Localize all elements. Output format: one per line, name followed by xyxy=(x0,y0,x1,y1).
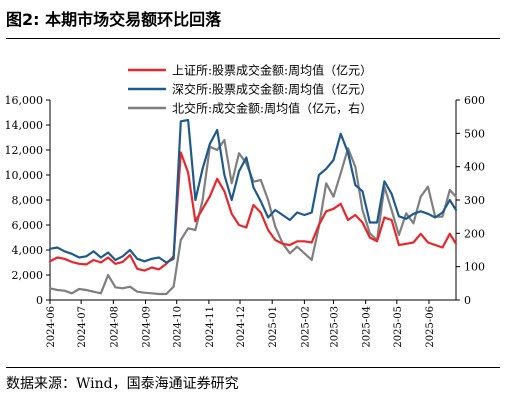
series-line-3 xyxy=(48,138,458,296)
series-line-2 xyxy=(48,118,458,264)
y-right-tick-label: 200 xyxy=(464,227,485,240)
y-left-tick-label: 4,000 xyxy=(12,244,44,257)
x-tick-label: 2025-04 xyxy=(362,306,373,348)
legend-label-3: 北交所:成交金额:周均值（亿元，右） xyxy=(172,101,372,116)
y-right-tick-label: 300 xyxy=(464,194,485,207)
bottom-rule xyxy=(6,367,500,368)
y-left-tick-label: 12,000 xyxy=(5,144,44,157)
y-left-tick-label: 0 xyxy=(36,294,43,307)
chart: 上证所:股票成交金额:周均值（亿元） 深交所:股票成交金额:周均值（亿元） 北交所:… xyxy=(5,63,486,348)
x-tick-label: 2024-12 xyxy=(236,306,247,348)
x-tick-label: 2024-11 xyxy=(205,306,216,348)
y-left-tick-label: 14,000 xyxy=(5,119,44,132)
legend: 上证所:股票成交金额:周均值（亿元） 深交所:股票成交金额:周均值（亿元） 北交所:… xyxy=(128,63,372,116)
legend-label-1: 上证所:股票成交金额:周均值（亿元） xyxy=(172,63,372,78)
axes: 0 2,000 4,000 6,000 8,000 10,000 12,000 14,000 1… xyxy=(5,94,486,348)
y-left-tick-label: 16,000 xyxy=(5,94,44,107)
y-left-tick-label: 2,000 xyxy=(12,269,44,282)
y-left-tick-label: 8,000 xyxy=(12,194,44,207)
y-right-tick-label: 500 xyxy=(464,127,485,140)
top-rule xyxy=(6,38,500,39)
x-tick-label: 2024-10 xyxy=(173,306,184,348)
x-tick-label: 2024-09 xyxy=(142,306,153,348)
x-tick-label: 2025-06 xyxy=(425,306,436,348)
x-tick-label: 2025-05 xyxy=(393,306,404,348)
series-lines xyxy=(48,118,458,296)
y-left-tick-label: 6,000 xyxy=(12,219,44,232)
x-tick-label: 2025-03 xyxy=(329,306,340,348)
y-left-tick-label: 10,000 xyxy=(5,169,44,182)
x-tick-label: 2024-07 xyxy=(77,306,88,348)
source-note: 数据来源：Wind，国泰海通证券研究 xyxy=(6,376,239,392)
x-tick-label: 2025-02 xyxy=(300,306,311,348)
x-tick-label: 2025-01 xyxy=(268,306,279,348)
x-tick-label: 2024-08 xyxy=(109,306,120,348)
x-tick-label: 2024-06 xyxy=(46,306,57,348)
y-right-tick-label: 0 xyxy=(464,294,471,307)
y-right-tick-label: 100 xyxy=(464,261,485,274)
y-right-tick-label: 600 xyxy=(464,94,485,107)
figure-title: 图2: 本期市场交易额环比回落 xyxy=(6,10,222,29)
legend-label-2: 深交所:股票成交金额:周均值（亿元） xyxy=(172,82,372,97)
y-right-tick-label: 400 xyxy=(464,161,485,174)
series-line-1 xyxy=(48,151,458,272)
